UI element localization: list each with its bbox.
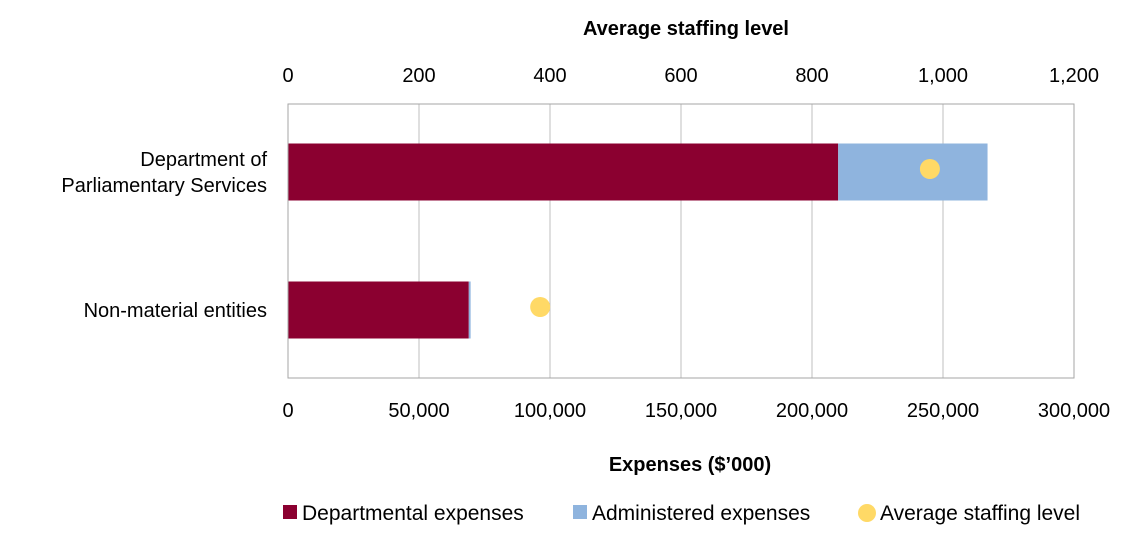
x-tick-label: 300,000 xyxy=(1038,400,1110,422)
x2-tick-label: 0 xyxy=(282,65,293,87)
legend: Departmental expenses Administered expen… xyxy=(283,502,1080,525)
bars xyxy=(288,143,988,339)
x2-axis-ticks: 0 200 400 600 800 1,000 1,200 xyxy=(282,65,1099,87)
bar-departmental-1 xyxy=(288,281,469,339)
legend-swatch-administered xyxy=(573,505,587,519)
plot-frame xyxy=(287,103,1075,379)
x2-tick-label: 600 xyxy=(664,65,697,87)
category-labels: Department of Parliamentary Services Non-m… xyxy=(61,149,267,322)
legend-swatch-departmental xyxy=(283,505,297,519)
x2-tick-label: 200 xyxy=(402,65,435,87)
x-axis-ticks: 0 50,000 100,000 150,000 200,000 250,000 300,0… xyxy=(282,400,1110,422)
legend-label-departmental: Departmental expenses xyxy=(302,502,524,525)
x2-tick-label: 400 xyxy=(533,65,566,87)
marker-staffing-0 xyxy=(919,159,940,179)
staffing-markers xyxy=(530,159,940,317)
legend-label-administered: Administered expenses xyxy=(592,502,810,525)
bar-departmental-0 xyxy=(288,143,839,201)
x-tick-label: 200,000 xyxy=(776,400,848,422)
category-label: Non-material entities xyxy=(84,300,267,322)
bar-administered-1 xyxy=(468,281,471,339)
category-label: Department of xyxy=(140,149,267,171)
x-tick-label: 0 xyxy=(282,400,293,422)
category-label: Parliamentary Services xyxy=(61,175,267,197)
bottom-axis-title: Expenses ($’000) xyxy=(609,454,771,476)
x2-tick-label: 800 xyxy=(795,65,828,87)
x-tick-label: 150,000 xyxy=(645,400,717,422)
x2-tick-label: 1,200 xyxy=(1049,65,1099,87)
marker-staffing-1 xyxy=(530,297,551,317)
top-axis-title: Average staffing level xyxy=(583,18,789,40)
x-tick-label: 250,000 xyxy=(907,400,979,422)
x-tick-label: 50,000 xyxy=(388,400,449,422)
bar-administered-0 xyxy=(838,143,988,201)
legend-marker-staffing xyxy=(858,504,876,522)
x-tick-label: 100,000 xyxy=(514,400,586,422)
legend-label-staffing: Average staffing level xyxy=(880,502,1080,525)
x2-tick-label: 1,000 xyxy=(918,65,968,87)
plot-area-border xyxy=(287,103,1075,379)
